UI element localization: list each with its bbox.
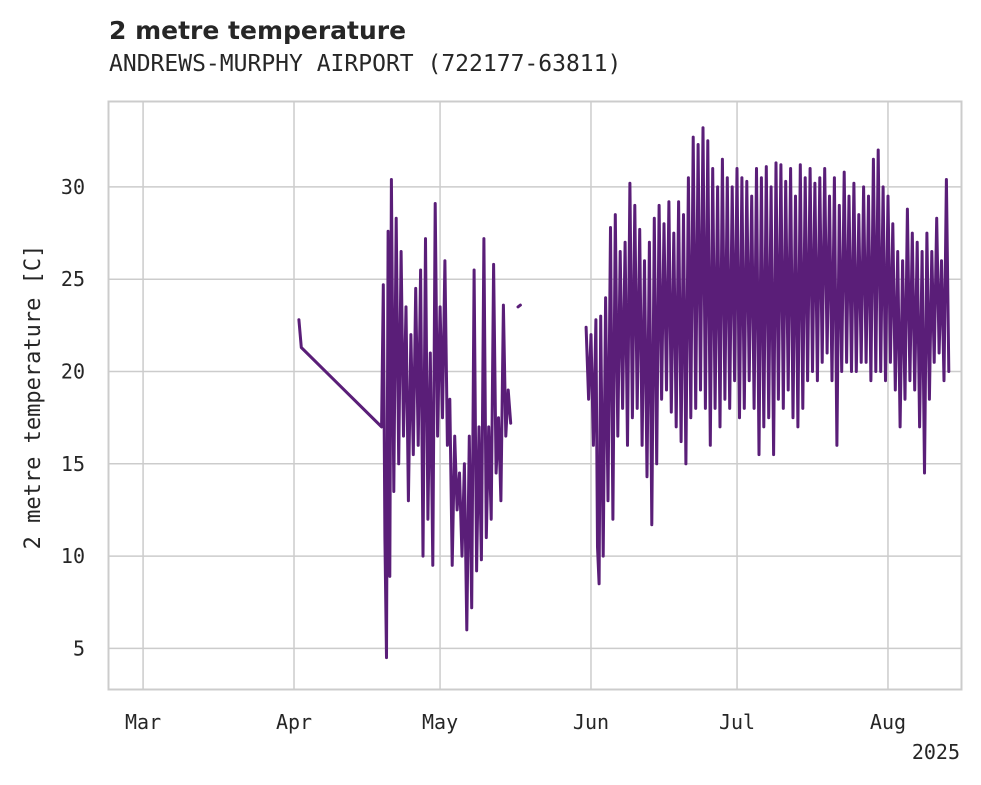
temperature-series-line [516, 303, 522, 309]
x-tick-label: May [422, 710, 458, 734]
plot-frame [107, 100, 963, 691]
x-tick-label: Jun [573, 710, 609, 734]
y-tick-label: 25 [61, 267, 85, 291]
y-tick-label: 10 [61, 544, 85, 568]
chart-subtitle: ANDREWS-MURPHY AIRPORT (722177-63811) [109, 51, 622, 77]
x-tick-label: Jul [719, 710, 755, 734]
x-tick-labels: Mar Apr May Jun Jul Aug [125, 710, 906, 734]
temperature-series-line [297, 178, 513, 660]
x-tick-label: Mar [125, 710, 161, 734]
y-tick-label: 15 [61, 452, 85, 476]
x-offset-label: 2025 [912, 740, 960, 764]
y-tick-label: 5 [73, 636, 85, 660]
temperature-series-line [584, 126, 951, 586]
y-tick-label: 20 [61, 360, 85, 384]
y-axis-label: 2 metre temperature [C] [21, 245, 46, 550]
x-tick-label: Aug [870, 710, 906, 734]
y-tick-label: 30 [61, 175, 85, 199]
series-layer [297, 126, 951, 660]
chart-title: 2 metre temperature [109, 16, 407, 45]
y-tick-labels: 5 10 15 20 25 30 [61, 175, 85, 660]
x-tick-label: Apr [276, 710, 312, 734]
